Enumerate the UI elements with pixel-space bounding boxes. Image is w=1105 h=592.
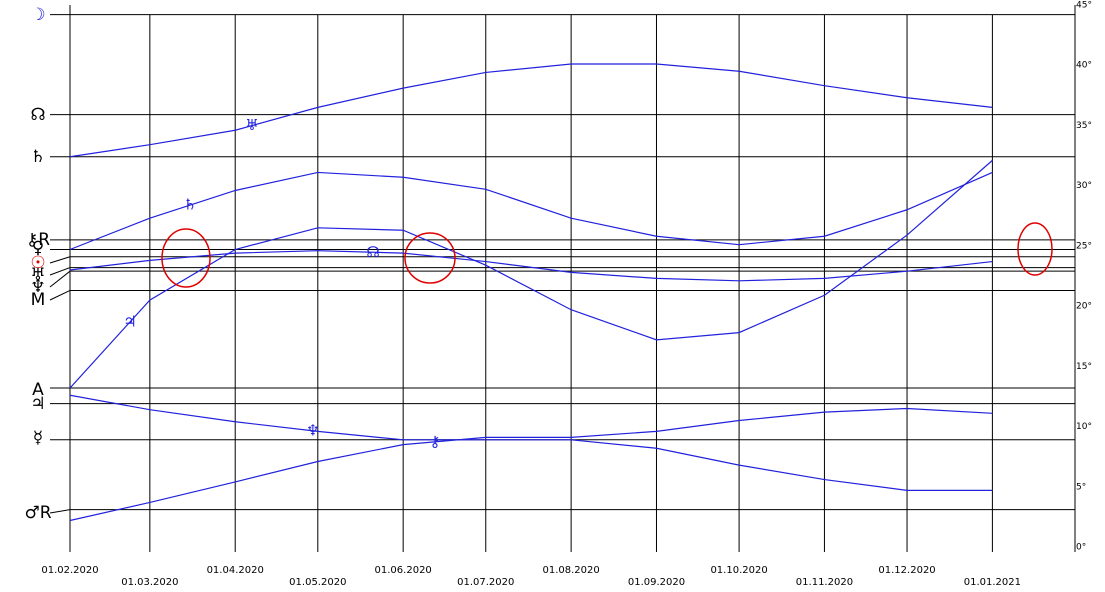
y-tick-label: 25° [1076, 241, 1092, 251]
x-tick-label: 01.07.2020 [457, 577, 514, 588]
natal-label: ♄ [30, 147, 45, 167]
transit-line [69, 250, 993, 282]
legend-glyph: ♅ [245, 116, 258, 134]
y-tick-label: 5° [1076, 482, 1086, 492]
legend-glyph: ♄ [183, 196, 196, 214]
legend-glyph: ♆ [306, 421, 319, 439]
x-tick-label: 01.06.2020 [375, 565, 432, 576]
x-tick-label: 01.09.2020 [628, 577, 685, 588]
highlight [161, 228, 211, 288]
y-tick-label: 20° [1076, 302, 1092, 312]
natal-label: ♅ [30, 265, 45, 285]
connector [49, 290, 71, 301]
y-tick-label: 15° [1076, 362, 1092, 372]
natal-label: ♃ [30, 394, 45, 414]
x-tick-label: 01.04.2020 [207, 565, 264, 576]
legend-glyph: ☊ [366, 243, 379, 261]
transit-line [69, 171, 993, 251]
x-tick-label: 01.05.2020 [289, 577, 346, 588]
y-tick-label: 10° [1076, 422, 1092, 432]
legend-glyph: ♃ [123, 312, 136, 330]
connector [49, 267, 71, 276]
x-tick-label: 01.02.2020 [41, 565, 98, 576]
transit-line [69, 407, 993, 522]
y-tick-label: 40° [1076, 61, 1092, 71]
y-tick-label: 0° [1076, 543, 1086, 553]
transit-line [69, 159, 993, 389]
x-tick-label: 01.03.2020 [121, 577, 178, 588]
y-tick-label: 30° [1076, 181, 1092, 191]
grid: 01.02.2020 01.03.2020 01.04.2020 01.05.2020… [24, 1, 1091, 589]
transit-line [69, 63, 993, 158]
lines: ♅ ♄ ♃ ☊ ♆ ⚷ [69, 63, 993, 522]
natal-label: A [32, 380, 44, 400]
legend-glyph: ⚷ [430, 432, 441, 450]
natal-label: ☉ [30, 253, 45, 273]
natal-label: ☽ [30, 5, 45, 25]
x-tick-label: 01.12.2020 [878, 565, 935, 576]
x-tick-label: 01.08.2020 [542, 565, 599, 576]
natal-label: ☿ [33, 428, 43, 448]
natal-label: ♆ [30, 277, 45, 297]
highlight [404, 232, 456, 284]
natal-label: ⚷R [26, 230, 50, 250]
x-tick-label: 01.10.2020 [710, 565, 767, 576]
connector [49, 256, 71, 264]
natal-label: ☊ [30, 105, 45, 125]
natal-label: ♀ [32, 238, 44, 258]
natal-label: ♂R [24, 503, 51, 523]
natal-label: M [31, 290, 46, 310]
connector [49, 270, 71, 288]
x-tick-label: 01.01.2021 [964, 577, 1021, 588]
x-tick-label: 01.11.2020 [796, 577, 853, 588]
transit-line [69, 394, 993, 491]
y-tick-label: 35° [1076, 121, 1092, 131]
highlight [1017, 222, 1053, 276]
connector [49, 509, 71, 514]
y-tick-label: 45° [1076, 1, 1092, 11]
